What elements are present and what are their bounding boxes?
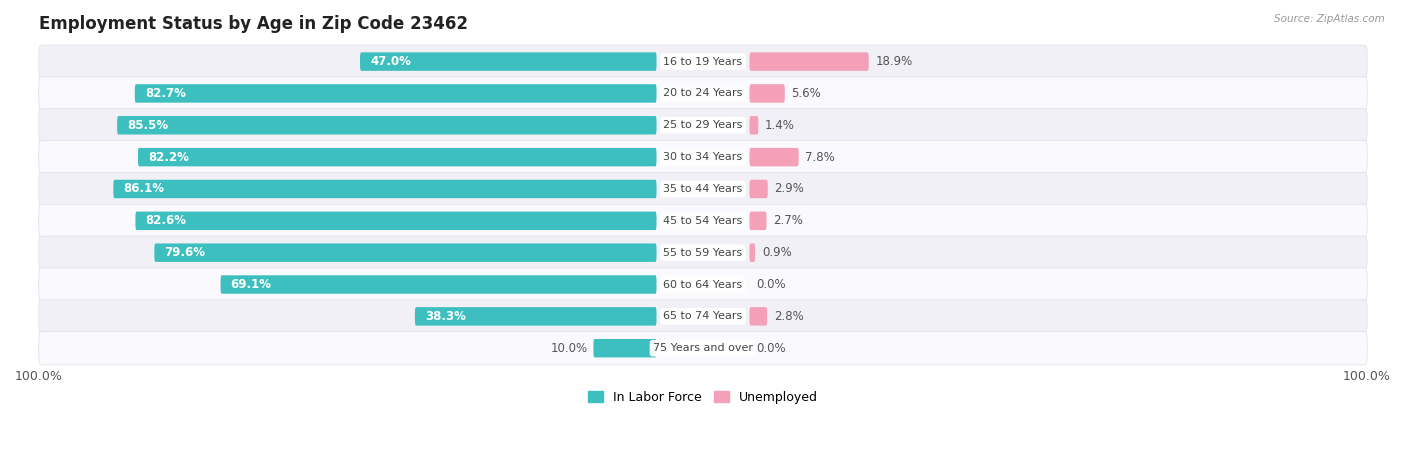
Text: 38.3%: 38.3% [425,310,465,323]
Text: 47.0%: 47.0% [370,55,411,68]
FancyBboxPatch shape [39,172,1367,206]
FancyBboxPatch shape [117,116,657,134]
FancyBboxPatch shape [138,148,657,166]
Text: 30 to 34 Years: 30 to 34 Years [664,152,742,162]
FancyBboxPatch shape [39,45,1367,78]
FancyBboxPatch shape [135,84,657,103]
Text: 65 to 74 Years: 65 to 74 Years [664,311,742,322]
Text: Employment Status by Age in Zip Code 23462: Employment Status by Age in Zip Code 234… [39,15,468,33]
Text: 2.8%: 2.8% [773,310,804,323]
Text: 0.0%: 0.0% [756,278,786,291]
FancyBboxPatch shape [749,307,768,326]
Text: 10.0%: 10.0% [551,342,588,355]
Text: 60 to 64 Years: 60 to 64 Years [664,280,742,290]
Text: 25 to 29 Years: 25 to 29 Years [664,120,742,130]
FancyBboxPatch shape [39,141,1367,174]
Text: 0.0%: 0.0% [756,342,786,355]
FancyBboxPatch shape [39,331,1367,365]
Text: 75 Years and over: 75 Years and over [652,343,754,353]
Text: 79.6%: 79.6% [165,246,205,259]
Text: 5.6%: 5.6% [792,87,821,100]
FancyBboxPatch shape [39,109,1367,142]
FancyBboxPatch shape [360,52,657,71]
FancyBboxPatch shape [135,212,657,230]
Text: 16 to 19 Years: 16 to 19 Years [664,56,742,67]
FancyBboxPatch shape [221,275,657,294]
Text: 86.1%: 86.1% [124,183,165,195]
FancyBboxPatch shape [415,307,657,326]
FancyBboxPatch shape [749,180,768,198]
Text: 82.2%: 82.2% [148,151,188,164]
FancyBboxPatch shape [593,339,657,358]
FancyBboxPatch shape [749,148,799,166]
Text: 7.8%: 7.8% [806,151,835,164]
Text: 2.7%: 2.7% [773,214,803,227]
Text: Source: ZipAtlas.com: Source: ZipAtlas.com [1274,14,1385,23]
Text: 0.9%: 0.9% [762,246,792,259]
FancyBboxPatch shape [749,52,869,71]
Text: 82.7%: 82.7% [145,87,186,100]
Legend: In Labor Force, Unemployed: In Labor Force, Unemployed [583,386,823,409]
FancyBboxPatch shape [39,77,1367,110]
Text: 69.1%: 69.1% [231,278,271,291]
FancyBboxPatch shape [114,180,657,198]
FancyBboxPatch shape [749,212,766,230]
FancyBboxPatch shape [749,244,755,262]
FancyBboxPatch shape [39,300,1367,333]
FancyBboxPatch shape [39,268,1367,301]
Text: 2.9%: 2.9% [775,183,804,195]
FancyBboxPatch shape [749,84,785,103]
FancyBboxPatch shape [749,116,758,134]
Text: 55 to 59 Years: 55 to 59 Years [664,248,742,258]
Text: 82.6%: 82.6% [145,214,187,227]
FancyBboxPatch shape [39,236,1367,269]
FancyBboxPatch shape [155,244,657,262]
Text: 45 to 54 Years: 45 to 54 Years [664,216,742,226]
Text: 85.5%: 85.5% [127,119,169,132]
Text: 35 to 44 Years: 35 to 44 Years [664,184,742,194]
Text: 1.4%: 1.4% [765,119,794,132]
Text: 18.9%: 18.9% [876,55,912,68]
FancyBboxPatch shape [39,204,1367,237]
Text: 20 to 24 Years: 20 to 24 Years [664,88,742,98]
